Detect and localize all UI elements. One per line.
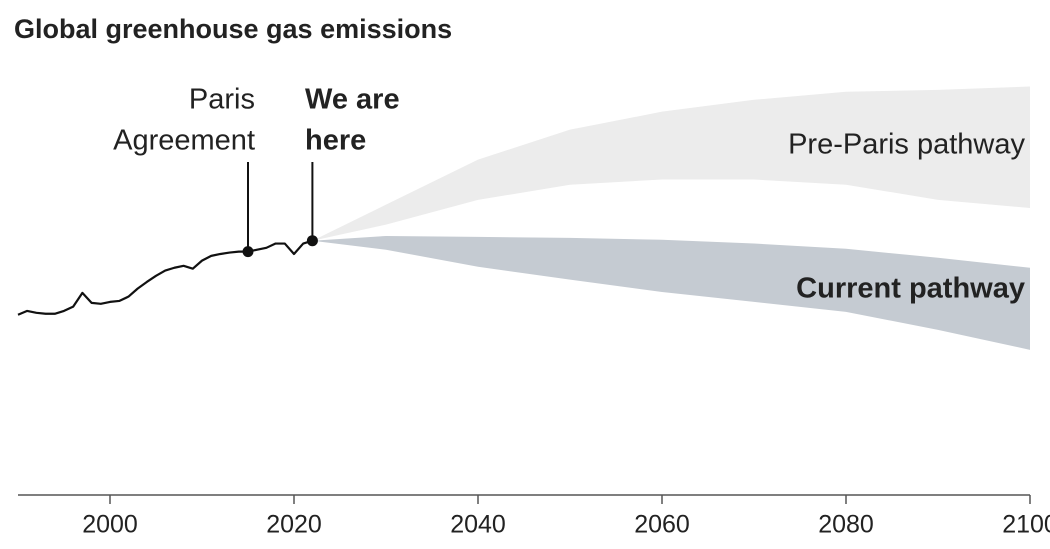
x-tick-label: 2080 bbox=[818, 511, 874, 539]
x-tick-label: 2100 bbox=[1002, 511, 1050, 539]
band-label: Current pathway bbox=[796, 273, 1025, 305]
pathway-band bbox=[312, 86, 1030, 241]
chart-title: Global greenhouse gas emissions bbox=[14, 14, 452, 44]
x-tick-label: 2020 bbox=[266, 511, 322, 539]
pathway-band bbox=[312, 235, 1030, 350]
annotation-dot bbox=[306, 235, 318, 247]
annotation-text: Agreement bbox=[113, 125, 255, 157]
x-tick-label: 2040 bbox=[450, 511, 506, 539]
emissions-line bbox=[17, 239, 313, 316]
band-label: Pre-Paris pathway bbox=[788, 129, 1025, 161]
annotation-text: We are bbox=[305, 84, 400, 116]
x-tick-label: 2000 bbox=[82, 511, 138, 539]
annotation-text: here bbox=[305, 125, 366, 157]
annotation-dot bbox=[242, 246, 254, 258]
x-tick-label: 2060 bbox=[634, 511, 690, 539]
annotation-text: Paris bbox=[189, 84, 255, 116]
